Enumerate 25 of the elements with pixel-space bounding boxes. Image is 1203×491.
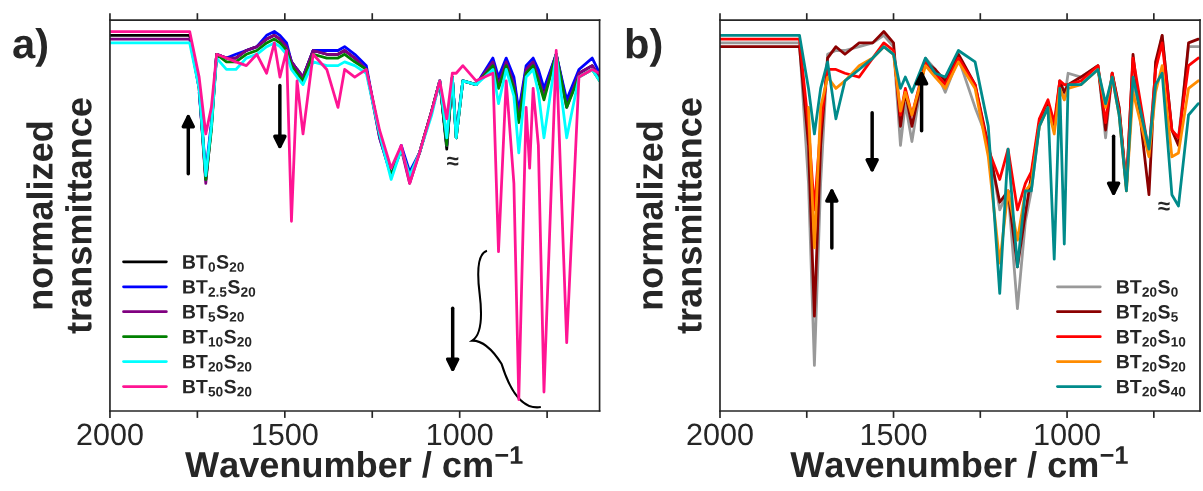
legend-label: BT$_{5}$S$_{20}$ — [183, 304, 244, 322]
legend-label: BT$_{2.5}$S$_{20}$ — [183, 279, 256, 297]
legend-label: BT$_{10}$S$_{20}$ — [183, 329, 252, 347]
annotation: ≈ — [1158, 201, 1170, 211]
y-axis-title: normalized transmittance — [26, 98, 92, 334]
x-tick-label: 1500 — [253, 423, 318, 446]
chart-title: a) — [13, 27, 48, 67]
chart-title: b) — [626, 27, 662, 67]
legend-label: BT$_{20}$S$_{0}$ — [1117, 279, 1178, 297]
y-axis-title: normalized transmittance — [636, 98, 702, 334]
legend-label: BT$_{20}$S$_{20}$ — [1117, 354, 1186, 372]
x-tick-label: 1000 — [428, 423, 493, 446]
legend-label: BT$_{20}$S$_{20}$ — [183, 354, 252, 372]
x-tick-label: 1500 — [861, 423, 927, 446]
legend-label: BT$_{20}$S$_{40}$ — [1117, 379, 1186, 397]
x-tick-label: 1000 — [1035, 423, 1100, 446]
legend-label: BT$_{20}$S$_{5}$ — [1117, 304, 1178, 322]
x-tick-label: 2000 — [77, 423, 143, 446]
x-tick-label: 2000 — [687, 423, 753, 446]
annotation: ≈ — [447, 156, 459, 166]
legend-label: BT$_{0}$S$_{20}$ — [183, 255, 244, 272]
legend-label: BT$_{50}$S$_{20}$ — [183, 379, 252, 397]
x-axis-title: Wavenumber / cm$^{−1}$ — [790, 446, 1128, 478]
x-axis-title: Wavenumber / cm$^{−1}$ — [185, 446, 523, 478]
legend-label: BT$_{20}$S$_{10}$ — [1117, 329, 1186, 347]
